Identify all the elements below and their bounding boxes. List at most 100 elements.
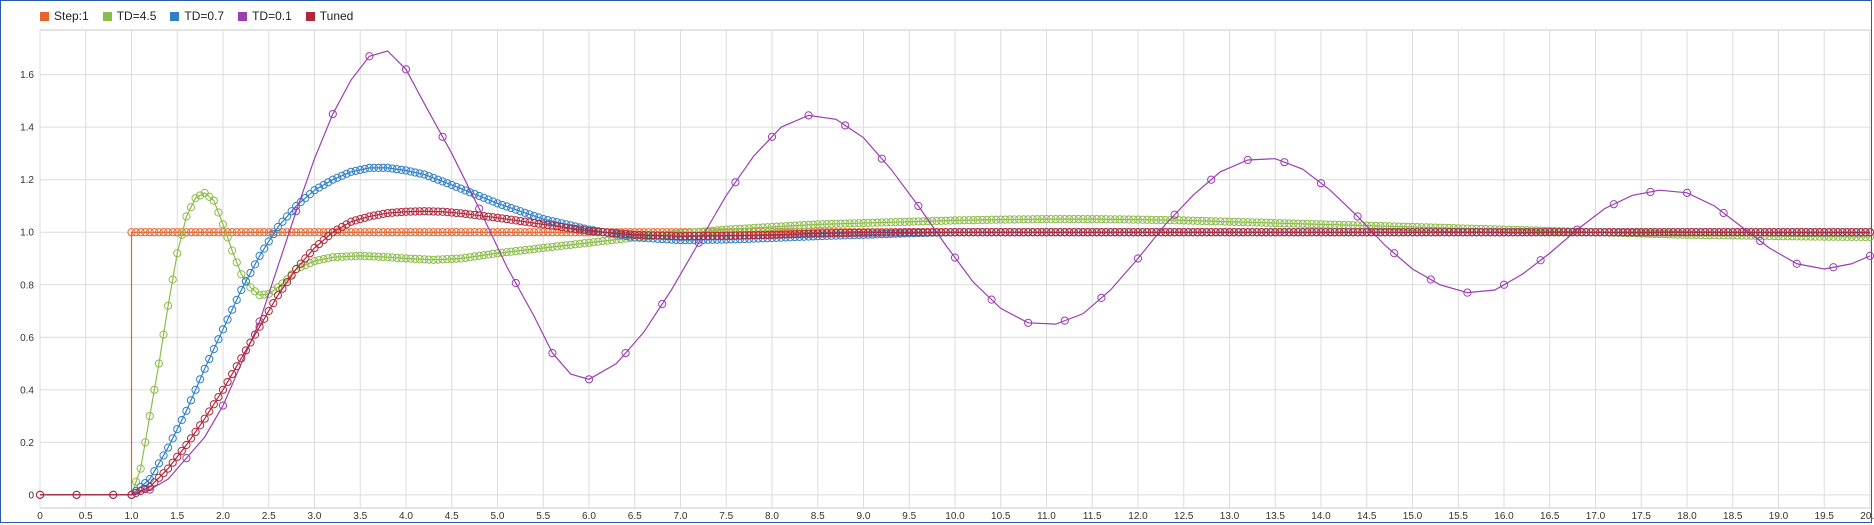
data-point	[1229, 217, 1239, 226]
data-point	[548, 348, 557, 358]
data-point	[868, 218, 877, 227]
legend-item-td01[interactable]: TD=0.1	[238, 9, 292, 23]
data-point	[777, 230, 786, 239]
data-point	[525, 228, 534, 237]
data-point	[1184, 216, 1193, 225]
data-point	[1170, 228, 1179, 237]
series-td-0-1	[35, 50, 1874, 499]
data-point	[1573, 225, 1582, 234]
data-point	[1568, 228, 1577, 237]
data-point	[1033, 228, 1042, 237]
data-point	[159, 451, 168, 460]
data-point	[1083, 215, 1092, 224]
data-point	[1060, 215, 1069, 224]
data-point	[1353, 228, 1362, 237]
data-point	[676, 229, 685, 238]
data-point	[566, 224, 575, 233]
data-point	[150, 478, 159, 487]
data-point	[1202, 216, 1211, 226]
data-point	[763, 228, 772, 237]
data-point	[351, 251, 360, 261]
data-point	[141, 484, 150, 494]
x-tick-label: 10.0	[945, 511, 965, 522]
data-point	[1847, 228, 1856, 237]
data-point	[351, 166, 360, 175]
data-point	[1760, 228, 1769, 237]
data-point	[1216, 217, 1225, 226]
data-point	[708, 226, 717, 235]
data-point	[1628, 228, 1637, 237]
data-point	[1394, 222, 1403, 231]
data-point	[1197, 228, 1207, 237]
data-point	[1463, 288, 1472, 297]
data-point	[314, 183, 324, 192]
y-tick-label: 1.2	[20, 175, 34, 186]
data-point	[1211, 228, 1220, 237]
data-point	[630, 228, 639, 237]
data-point	[1033, 215, 1042, 224]
data-point	[1152, 215, 1161, 225]
data-point	[813, 232, 822, 241]
data-point	[1412, 228, 1422, 237]
data-point	[301, 254, 310, 263]
data-point	[1298, 219, 1307, 228]
data-point	[1133, 254, 1143, 263]
data-point	[740, 231, 749, 240]
data-point	[1737, 228, 1747, 237]
data-point	[1504, 228, 1513, 237]
legend-item-td07[interactable]: TD=0.7	[170, 9, 224, 23]
x-tick-label: 13.0	[1220, 511, 1240, 522]
data-point	[479, 251, 488, 260]
data-point	[1646, 187, 1655, 197]
data-point	[1262, 218, 1271, 227]
data-point	[1042, 215, 1051, 224]
data-point	[557, 228, 566, 237]
data-point	[475, 211, 484, 220]
data-point	[658, 299, 667, 309]
data-point	[1120, 228, 1129, 237]
data-point	[351, 228, 360, 237]
x-tick-label: 3.0	[308, 511, 322, 522]
data-point	[1714, 228, 1724, 237]
data-point	[603, 228, 612, 237]
data-point	[415, 228, 424, 237]
data-point	[433, 207, 443, 216]
data-point	[328, 228, 337, 237]
legend-item-tuned[interactable]: Tuned	[305, 9, 353, 23]
data-point	[369, 211, 379, 220]
data-point	[269, 299, 278, 308]
data-point	[310, 257, 319, 266]
data-point	[1207, 175, 1216, 184]
data-point	[1005, 228, 1015, 237]
data-point	[1019, 228, 1028, 237]
legend-item-td45[interactable]: TD=4.5	[102, 9, 156, 23]
data-point	[1719, 208, 1728, 218]
data-point	[1536, 228, 1545, 237]
data-point	[333, 173, 342, 182]
data-point	[1856, 228, 1865, 237]
data-point	[173, 452, 182, 461]
data-point	[1312, 228, 1321, 237]
legend-item-step[interactable]: Step:1	[40, 9, 89, 23]
data-point	[841, 121, 850, 130]
data-point	[1001, 228, 1010, 237]
data-point	[433, 228, 443, 237]
data-point	[461, 228, 470, 237]
data-point	[1719, 228, 1728, 237]
data-point	[955, 228, 964, 237]
data-point	[1280, 158, 1289, 167]
data-point	[1687, 230, 1696, 240]
data-point	[196, 421, 205, 430]
data-point	[484, 212, 493, 221]
data-point	[575, 239, 584, 248]
data-point	[214, 335, 223, 344]
data-point	[305, 258, 315, 268]
data-point	[1037, 215, 1047, 224]
data-point	[616, 229, 626, 238]
data-point	[168, 434, 177, 443]
data-point	[1367, 228, 1376, 237]
data-point	[182, 406, 191, 415]
data-point	[571, 224, 580, 234]
x-tick-label: 6.5	[628, 511, 642, 522]
data-point	[493, 213, 502, 222]
